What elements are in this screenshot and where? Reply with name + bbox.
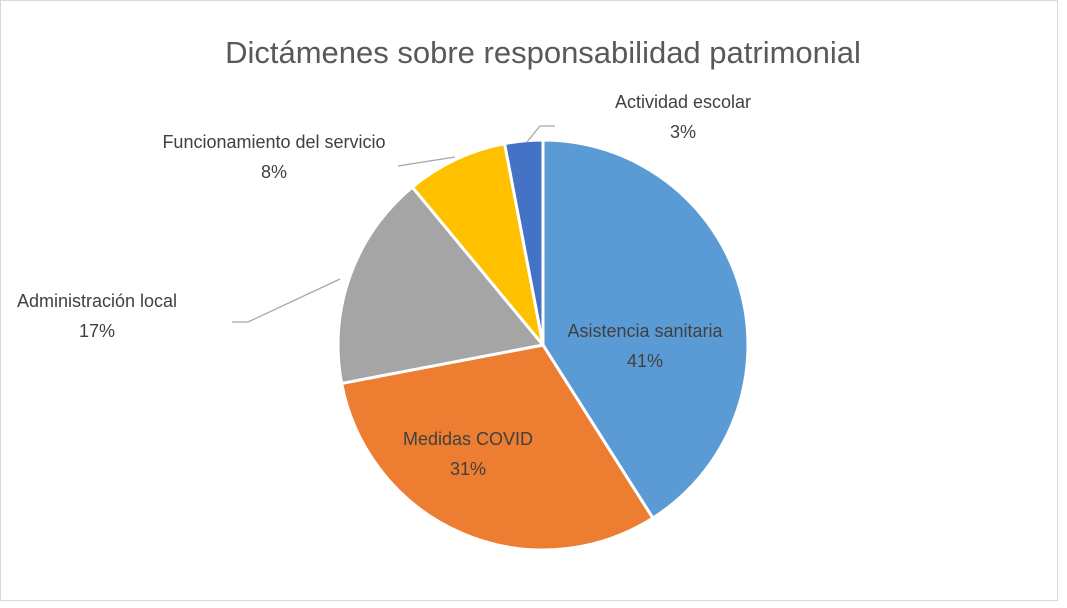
pie-slice <box>336 184 546 386</box>
pie-slice <box>502 138 545 346</box>
data-label-name: Administración local <box>17 291 177 311</box>
leader-line <box>397 156 456 167</box>
leader-line <box>232 278 341 323</box>
data-label-name: Actividad escolar <box>615 92 751 112</box>
pie-slice <box>339 343 655 552</box>
data-label-name: Funcionamiento del servicio <box>162 132 385 152</box>
data-label-value: 17% <box>79 321 115 341</box>
chart-title: Dictámenes sobre responsabilidad patrimo… <box>225 35 861 70</box>
data-label-name: Medidas COVID <box>403 429 533 449</box>
data-label-value: 31% <box>450 459 486 479</box>
data-label-value: 3% <box>670 122 696 142</box>
data-label-name: Asistencia sanitaria <box>567 321 723 341</box>
pie-slice <box>410 141 545 346</box>
data-label-value: 41% <box>627 351 663 371</box>
data-label-value: 8% <box>261 162 287 182</box>
leader-line <box>526 125 555 143</box>
